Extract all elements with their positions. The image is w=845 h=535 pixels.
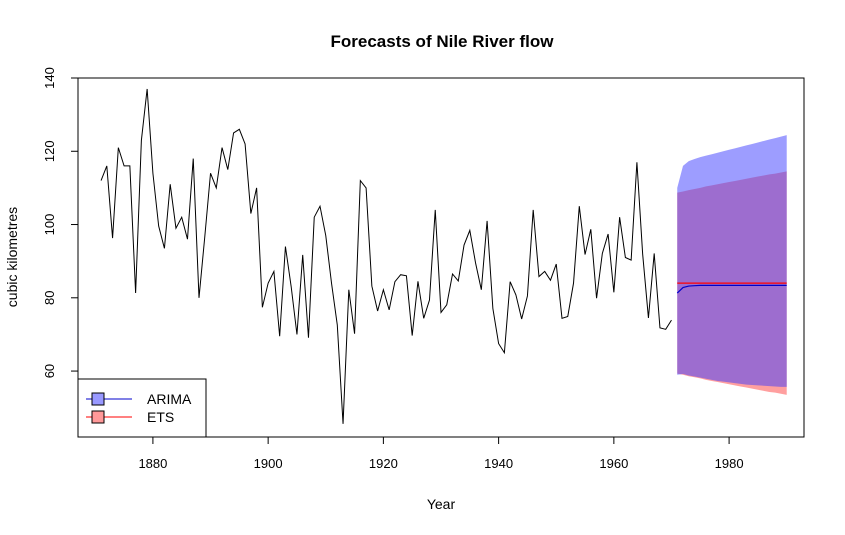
band-arima [677, 135, 787, 387]
x-tick-label: 1900 [254, 456, 283, 471]
y-tick-label: 60 [42, 364, 57, 378]
forecast-lines [676, 282, 787, 294]
y-axis: 60 80 100 120 140 [42, 67, 78, 378]
forecast-bands [677, 135, 787, 395]
y-tick-label: 80 [42, 291, 57, 305]
legend-swatch-ets [91, 410, 105, 424]
x-axis: 1880 1900 1920 1940 1960 1980 [138, 437, 744, 471]
x-tick-label: 1920 [369, 456, 398, 471]
observed-line [100, 88, 672, 424]
legend-box [77, 378, 207, 438]
observed-series [100, 88, 672, 424]
y-tick-label: 140 [42, 67, 57, 89]
x-tick-label: 1940 [484, 456, 513, 471]
y-axis-label: cubic kilometres [4, 207, 20, 307]
chart-title: Forecasts of Nile River flow [331, 32, 555, 51]
legend: ARIMA ETS [77, 378, 207, 438]
y-tick-label: 100 [42, 214, 57, 236]
plot-area [77, 77, 805, 438]
x-tick-label: 1880 [138, 456, 167, 471]
legend-label-ets: ETS [147, 409, 174, 425]
mean-line-arima [676, 284, 787, 294]
legend-label-arima: ARIMA [147, 391, 192, 407]
x-tick-label: 1980 [715, 456, 744, 471]
x-tick-label: 1960 [599, 456, 628, 471]
x-axis-label: Year [427, 496, 456, 512]
y-tick-label: 120 [42, 140, 57, 162]
legend-swatch-arima [91, 392, 105, 406]
